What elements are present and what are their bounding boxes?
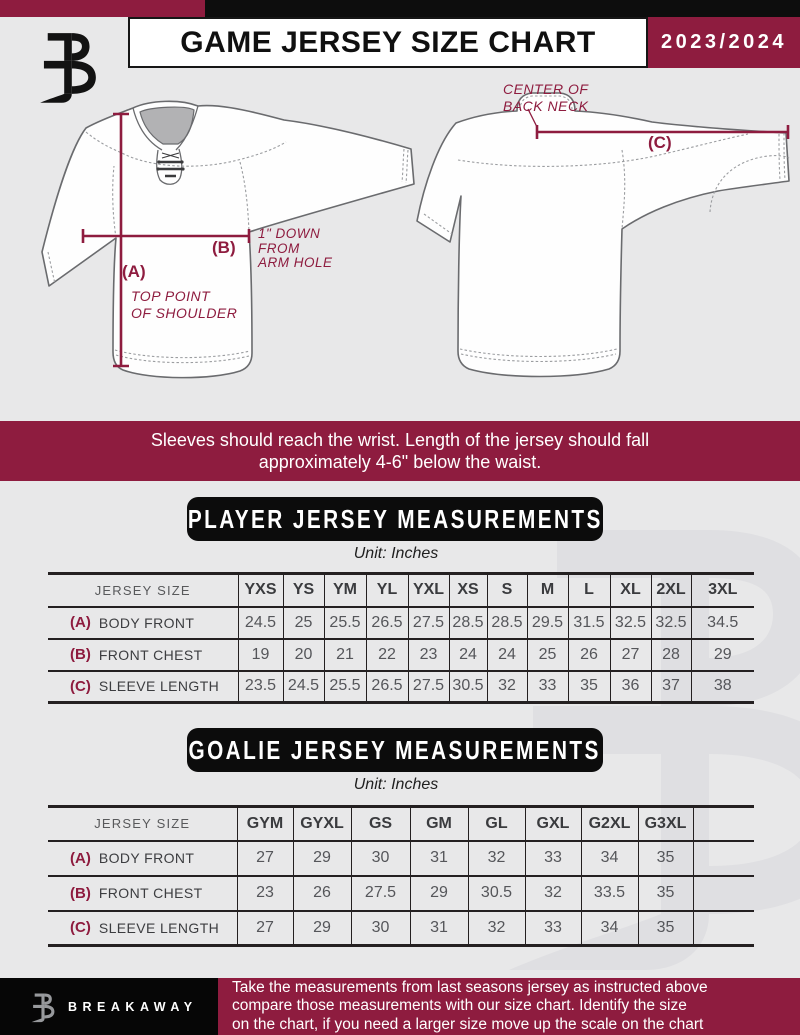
size-column-header: M <box>526 572 568 608</box>
annotation-b-key: (B) <box>212 238 236 257</box>
size-column-header: GXL <box>524 805 581 842</box>
measurement-lines <box>81 108 790 368</box>
size-column-header: YS <box>282 572 324 608</box>
annotation-a-key: (A) <box>122 262 146 281</box>
player-front-chest-row: (B) FRONT CHEST 19 20 21 22 23 24 24 25 2… <box>48 638 754 672</box>
season-label: 2023/2024 <box>660 31 788 53</box>
title-bar: GAME JERSEY SIZE CHART <box>128 17 648 68</box>
footer-instructions: Take the measurements from last seasons … <box>218 978 800 1035</box>
jersey-diagram-svg <box>41 92 790 379</box>
footer-instruction-line: compare those measurements with our size… <box>232 997 687 1015</box>
size-column-header: S <box>486 572 527 608</box>
goalie-size-table: JERSEY SIZE GYM GYXL GS GM GL GXL G2XL G… <box>48 805 754 947</box>
empty-cell <box>692 910 754 947</box>
annotation-c-key: (C) <box>648 133 672 152</box>
player-header-row: JERSEY SIZE YXS YS YM YL YXL XS S M L XL… <box>48 572 754 608</box>
brand-name: BREAKAWAY <box>68 999 198 1014</box>
fit-note-line: approximately 4-6" below the waist. <box>258 452 542 472</box>
goalie-front-chest-row: (B) FRONT CHEST 23 26 27.5 29 30.5 32 33.… <box>48 875 754 912</box>
footer-brand-block: BREAKAWAY <box>0 978 218 1035</box>
size-column-header: G3XL <box>637 805 693 842</box>
goalie-section-title: GOALIE JERSEY MEASUREMENTS <box>188 734 602 765</box>
player-section-header: PLAYER JERSEY MEASUREMENTS <box>187 497 603 541</box>
goalie-sleeve-length-row: (C) SLEEVE LENGTH 27 29 30 31 32 33 34 35 <box>48 910 754 947</box>
player-section-title: PLAYER JERSEY MEASUREMENTS <box>187 503 603 534</box>
header-maroon-strip <box>0 0 205 17</box>
fit-note-banner: Sleeves should reach the wrist. Length o… <box>0 421 800 481</box>
player-sleeve-length-row: (C) SLEEVE LENGTH 23.5 24.5 25.5 26.5 27.… <box>48 670 754 704</box>
empty-cell <box>692 840 754 877</box>
size-column-header: 2XL <box>650 572 691 608</box>
size-column-header: GS <box>350 805 410 842</box>
footer-instruction-line: on the chart, if you need a larger size … <box>232 1015 704 1033</box>
size-column-header: XL <box>609 572 651 608</box>
annotation-b-text: 1" DOWN FROM ARM HOLE <box>258 226 333 270</box>
annotation-a-text: TOP POINT OF SHOULDER <box>131 288 238 321</box>
season-badge: 2023/2024 <box>648 17 800 68</box>
goalie-section-header: GOALIE JERSEY MEASUREMENTS <box>187 728 603 772</box>
size-column-header: G2XL <box>580 805 638 842</box>
goalie-header-row: JERSEY SIZE GYM GYXL GS GM GL GXL G2XL G… <box>48 805 754 842</box>
header-black-strip <box>205 0 800 17</box>
size-column-header: YXL <box>407 572 449 608</box>
size-column-header: GL <box>467 805 525 842</box>
size-column-header: 3XL <box>690 572 754 608</box>
player-size-table: JERSEY SIZE YXS YS YM YL YXL XS S M L XL… <box>48 572 754 704</box>
goalie-unit-label: Unit: Inches <box>353 776 439 793</box>
goalie-body-front-row: (A) BODY FRONT 27 29 30 31 32 33 34 35 <box>48 840 754 877</box>
empty-cell <box>692 875 754 912</box>
player-body-front-row: (A) BODY FRONT 24.5 25 25.5 26.5 27.5 28.… <box>48 606 754 640</box>
fit-note-line: Sleeves should reach the wrist. Length o… <box>150 430 650 450</box>
goalie-corner-header: JERSEY SIZE <box>48 805 237 842</box>
front-jersey-drawing <box>41 100 415 379</box>
size-column-header: YL <box>365 572 408 608</box>
size-column-header: XS <box>448 572 487 608</box>
size-column-header: GM <box>409 805 468 842</box>
page-title: GAME JERSEY SIZE CHART <box>180 25 596 59</box>
size-column-header: YM <box>323 572 366 608</box>
player-corner-header: JERSEY SIZE <box>48 572 238 608</box>
back-jersey-drawing <box>416 92 790 378</box>
jersey-diagrams <box>0 80 800 425</box>
player-unit-label: Unit: Inches <box>353 545 439 562</box>
size-column-header: L <box>567 572 610 608</box>
size-column-header: GYM <box>236 805 293 842</box>
breakaway-b-logo-icon <box>30 987 56 1027</box>
footer-instruction-line: Take the measurements from last seasons … <box>232 978 708 996</box>
empty-column-header <box>692 805 754 842</box>
size-column-header: GYXL <box>292 805 351 842</box>
annotation-c-text: CENTER OF BACK NECK <box>503 81 589 114</box>
size-column-header: YXS <box>237 572 283 608</box>
